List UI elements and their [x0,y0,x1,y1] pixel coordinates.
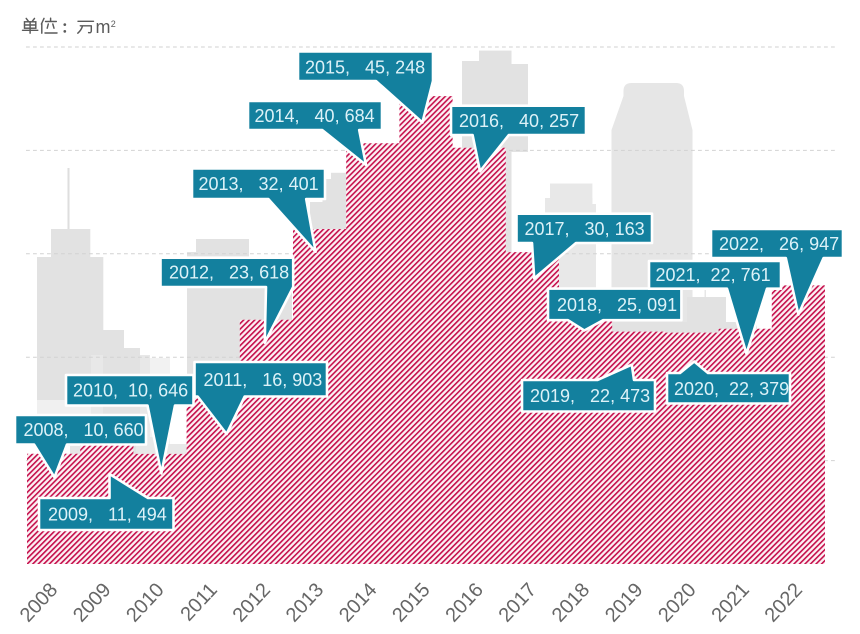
svg-text:2009, 11, 494: 2009, 11, 494 [48,505,167,525]
svg-text:2020, 22, 379: 2020, 22, 379 [674,379,789,399]
svg-text:2019, 22, 473: 2019, 22, 473 [530,386,650,406]
svg-text:2020: 2020 [654,579,700,627]
svg-text:2016, 40, 257: 2016, 40, 257 [459,111,579,131]
svg-text:2019: 2019 [601,579,647,627]
svg-text:2015, 45, 248: 2015, 45, 248 [305,58,425,78]
svg-text:2021, 22, 761: 2021, 22, 761 [656,265,771,285]
svg-text:2: 2 [111,19,116,29]
svg-text:2013, 32, 401: 2013, 32, 401 [199,174,319,194]
svg-text:2012: 2012 [229,579,275,627]
svg-text:2015: 2015 [388,579,434,627]
svg-text:2008: 2008 [16,579,62,627]
svg-text:2016: 2016 [441,579,487,627]
svg-text:2009: 2009 [69,579,115,627]
svg-text:2012, 23, 618: 2012, 23, 618 [169,263,289,283]
svg-text:2018: 2018 [548,579,594,627]
svg-text:2013: 2013 [282,579,328,627]
svg-text:2008, 10, 660: 2008, 10, 660 [24,420,144,440]
svg-text:2017: 2017 [495,579,541,627]
svg-text:2017, 30, 163: 2017, 30, 163 [525,219,645,239]
svg-text:2011, 16, 903: 2011, 16, 903 [204,370,323,390]
svg-text:2021: 2021 [707,579,753,627]
svg-text:2014, 40, 684: 2014, 40, 684 [255,106,375,126]
svg-text:2022: 2022 [761,579,807,627]
svg-text:2010, 10, 646: 2010, 10, 646 [73,381,188,401]
svg-text:2014: 2014 [335,579,381,627]
svg-text:2011: 2011 [176,579,221,625]
svg-text:2018, 25, 091: 2018, 25, 091 [557,295,677,315]
svg-text:m: m [96,17,111,37]
svg-text:2010: 2010 [122,579,168,627]
svg-text:2022, 26, 947: 2022, 26, 947 [719,234,839,254]
